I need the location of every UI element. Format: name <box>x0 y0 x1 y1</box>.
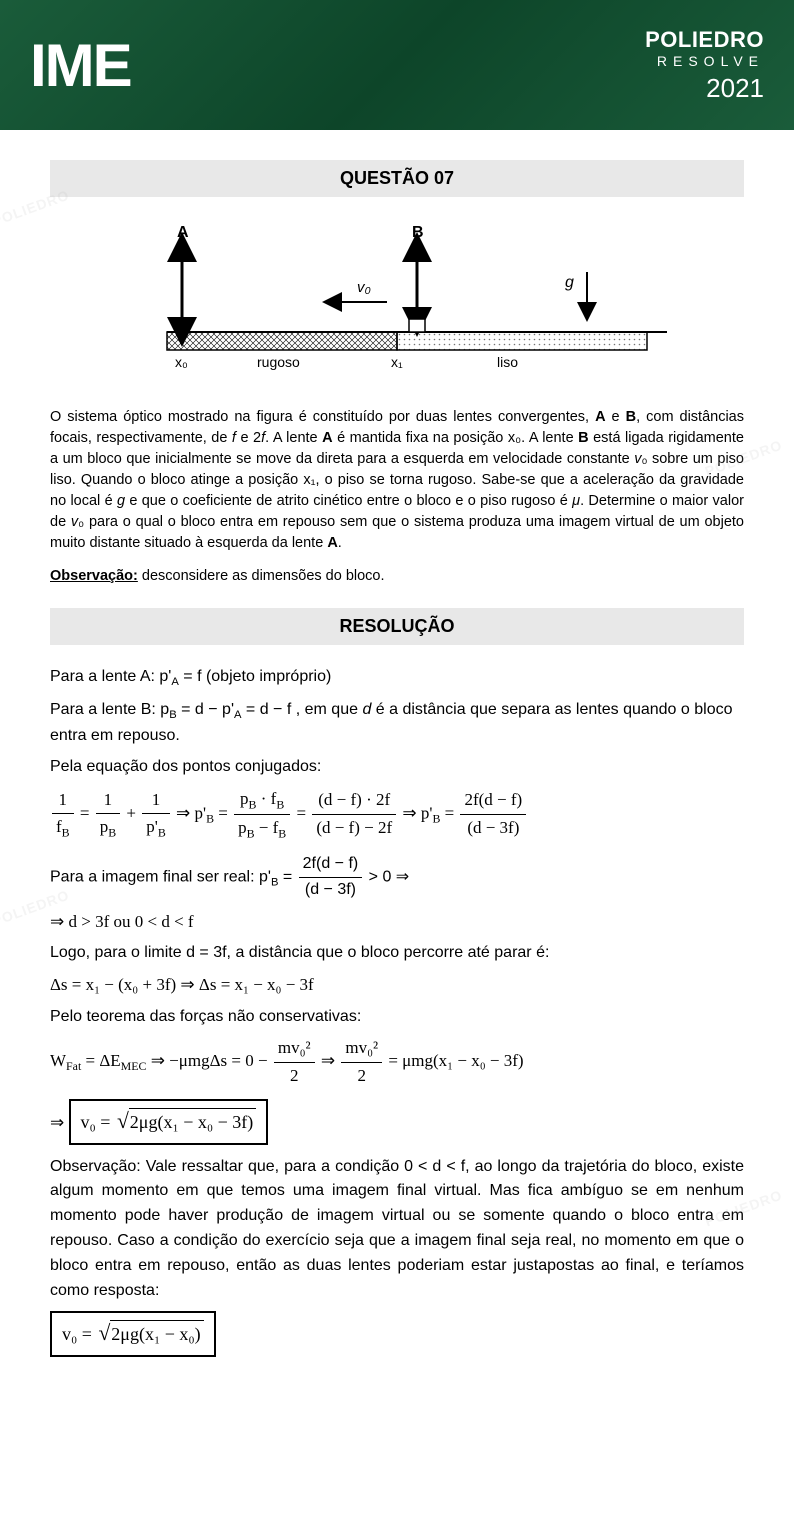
page-header: IME POLIEDRO RESOLVE 2021 <box>0 0 794 130</box>
res-line-4: Para a imagem final ser real: p'B = 2f(d… <box>50 852 744 903</box>
question-title: QUESTÃO 07 <box>50 160 744 197</box>
label-a: A <box>177 224 189 241</box>
res-line-1: Para a lente A: p'A = f (objeto imprópri… <box>50 665 744 692</box>
res-line-2: Para a lente B: pB = d − p'A = d − f , e… <box>50 698 744 749</box>
brand-year: 2021 <box>645 73 764 104</box>
brand-block: POLIEDRO RESOLVE 2021 <box>645 27 764 104</box>
physics-diagram: A x₀ B x₁ v₀ g rugoso liso <box>127 217 667 387</box>
label-x0: x₀ <box>175 354 188 370</box>
equation-delta-s: Δs = x₁ − (x₀ + 3f) ⇒ Δs = x₁ − x₀ − 3f <box>50 972 744 998</box>
res-line-7: Pelo teorema das forças não conservativa… <box>50 1005 744 1030</box>
page-content: QUESTÃO 07 A x₀ B x₁ <box>0 130 794 1387</box>
res-line-6: Logo, para o limite d = 3f, a distância … <box>50 941 744 966</box>
resolution-title: RESOLUÇÃO <box>50 608 744 645</box>
brand-subtitle: RESOLVE <box>645 53 764 69</box>
problem-observation: Observação: desconsidere as dimensões do… <box>50 568 744 584</box>
problem-body: O sistema óptico mostrado na figura é co… <box>50 409 744 551</box>
answer-1-box: v₀ = √2μg(x₁ − x₀ − 3f) <box>69 1099 269 1144</box>
label-v0: v₀ <box>357 279 371 296</box>
label-b: B <box>412 224 424 241</box>
obs-label: Observação: <box>50 568 138 584</box>
equation-work-energy: WFat = ΔEMEC ⇒ −μmgΔs = 0 − mv₀²2 ⇒ mv₀²… <box>50 1035 744 1089</box>
answer-2-box: v₀ = √2μg(x₁ − x₀) <box>50 1311 216 1356</box>
res-line-5: ⇒ d > 3f ou 0 < d < f <box>50 909 744 935</box>
label-g: g <box>565 274 574 291</box>
problem-statement: O sistema óptico mostrado na figura é co… <box>50 407 744 554</box>
answer-1-row: ⇒ v₀ = √2μg(x₁ − x₀ − 3f) <box>50 1099 744 1144</box>
obs-text: desconsidere as dimensões do bloco. <box>138 568 385 584</box>
label-rugoso: rugoso <box>257 354 300 370</box>
label-x1: x₁ <box>391 354 403 370</box>
equation-conjugate: 1fB = 1pB + 1p'B ⇒ p'B = pB · fBpB − fB … <box>50 786 744 843</box>
answer-2-row: v₀ = √2μg(x₁ − x₀) <box>50 1311 744 1356</box>
brand-name: POLIEDRO <box>645 27 764 53</box>
label-liso: liso <box>497 354 518 370</box>
resolution-body: Para a lente A: p'A = f (objeto imprópri… <box>50 665 744 1357</box>
res-line-3: Pela equação dos pontos conjugados: <box>50 755 744 780</box>
exam-logo: IME <box>30 31 131 100</box>
res-line-8: Observação: Vale ressaltar que, para a c… <box>50 1155 744 1304</box>
